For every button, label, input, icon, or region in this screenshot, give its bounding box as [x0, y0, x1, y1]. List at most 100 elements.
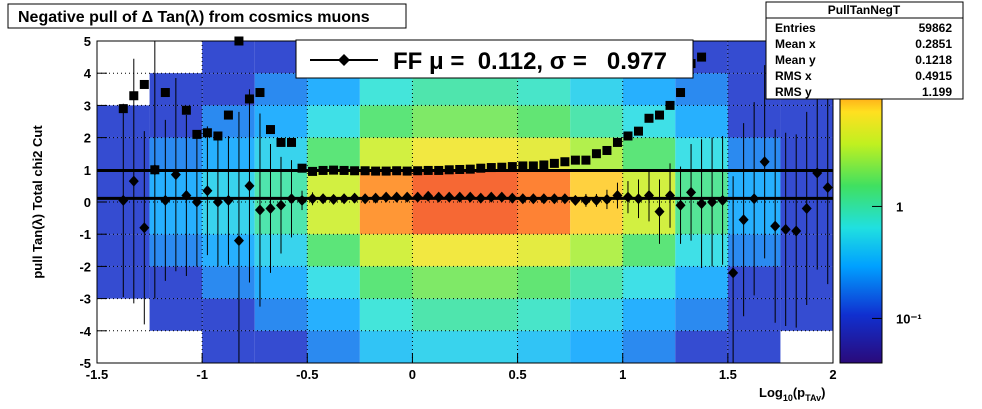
diamond-marker — [391, 191, 402, 203]
heat-cell — [465, 73, 518, 106]
heat-cell — [622, 73, 676, 106]
heat-cell — [412, 266, 465, 299]
diamond-marker — [644, 190, 654, 202]
markers — [97, 36, 833, 363]
heat-cell — [675, 330, 728, 363]
diamond-marker — [328, 193, 339, 205]
square-marker — [591, 149, 601, 159]
x-tick-label: 0 — [409, 367, 416, 382]
y-tick-label: -4 — [79, 324, 91, 339]
heat-cell — [359, 202, 413, 235]
diamond-marker — [686, 186, 697, 198]
square-marker — [612, 137, 622, 147]
diamond-marker — [780, 223, 791, 235]
heat-cell — [412, 330, 465, 363]
stats-key: Mean x — [775, 37, 816, 51]
diamond-marker — [244, 180, 255, 192]
square-marker — [665, 100, 675, 110]
heat-cell — [570, 73, 623, 106]
y-tick-label: -5 — [79, 356, 91, 371]
heat-cell — [359, 234, 413, 267]
diamond-marker — [444, 191, 455, 203]
diamond-marker — [402, 191, 413, 203]
y-tick-label: 5 — [84, 34, 91, 49]
heat-cell — [570, 234, 623, 267]
square-marker — [276, 137, 286, 147]
heat-cell — [727, 298, 781, 331]
heat-cell — [202, 41, 255, 74]
square-marker — [255, 88, 265, 98]
stats-value: 1.199 — [922, 85, 952, 99]
heat-cell — [412, 298, 465, 331]
heat-cell — [307, 105, 360, 138]
diamond-marker — [202, 185, 213, 197]
y-tick-label: -1 — [79, 227, 91, 242]
heat-cell — [517, 202, 571, 235]
y-tick-label: 3 — [84, 98, 91, 113]
heat-cell — [359, 298, 413, 331]
diamond-marker — [149, 164, 160, 176]
heat-cell — [254, 298, 308, 331]
x-axis-label: Log10(pTAv) — [759, 385, 825, 403]
legend: FF μ = 0.112, σ = 0.977 — [295, 39, 694, 79]
diamond-marker — [570, 194, 581, 206]
heat-cell — [254, 105, 308, 138]
heat-cell — [465, 298, 518, 331]
x-label-part: TAv — [805, 393, 821, 403]
heat-cell — [465, 105, 518, 138]
x-tick-label: 2 — [829, 367, 836, 382]
square-marker — [360, 166, 370, 176]
square-marker — [223, 110, 233, 120]
diamond-marker — [696, 198, 707, 210]
x-tick-label: 0.5 — [509, 367, 527, 382]
heat-cell — [254, 266, 308, 299]
heat-cell — [517, 73, 571, 106]
square-marker — [623, 131, 633, 141]
heat-cell — [465, 330, 518, 363]
y-tick-label: 0 — [84, 195, 91, 210]
heat-cell — [359, 330, 413, 363]
square-marker — [308, 166, 318, 176]
diamond-marker — [770, 220, 781, 232]
diamond-marker — [370, 192, 381, 204]
diamond-marker — [633, 193, 644, 205]
heat-cell — [254, 330, 308, 363]
diamond-marker — [381, 191, 392, 203]
square-marker — [181, 105, 191, 115]
heat-cell — [307, 202, 360, 235]
heat-cell — [307, 73, 360, 106]
square-marker — [676, 88, 686, 98]
x-tick-label: -1.5 — [86, 367, 108, 382]
x-tick-label: 1.5 — [719, 367, 737, 382]
diamond-marker — [801, 202, 812, 214]
heat-cell — [307, 298, 360, 331]
diamond-marker — [759, 156, 770, 168]
diamond-marker — [339, 193, 350, 205]
square-marker — [192, 129, 202, 139]
heat-cell — [727, 330, 781, 363]
square-marker — [423, 165, 433, 175]
heat-cell — [622, 330, 676, 363]
square-marker — [287, 137, 297, 147]
diamond-marker — [475, 192, 486, 204]
y-tick-label: -2 — [79, 259, 91, 274]
square-marker — [381, 166, 391, 176]
diamond-marker — [181, 190, 192, 202]
stats-key: RMS y — [775, 85, 812, 99]
heat-cell — [570, 202, 623, 235]
x-label-part: Log — [759, 385, 783, 400]
heat-cell — [359, 137, 413, 170]
heat-cell — [359, 266, 413, 299]
x-tick-label: -0.5 — [296, 367, 318, 382]
heat-cell — [465, 234, 518, 267]
heat-cell — [202, 298, 255, 331]
square-marker — [350, 166, 360, 176]
diamond-marker — [559, 193, 570, 205]
diamond-marker — [749, 193, 760, 205]
diamond-marker — [822, 182, 833, 194]
heat-cell — [307, 234, 360, 267]
square-marker — [329, 165, 339, 175]
heat-cell — [517, 266, 571, 299]
z-tick-label: 10⁻¹ — [896, 311, 922, 326]
